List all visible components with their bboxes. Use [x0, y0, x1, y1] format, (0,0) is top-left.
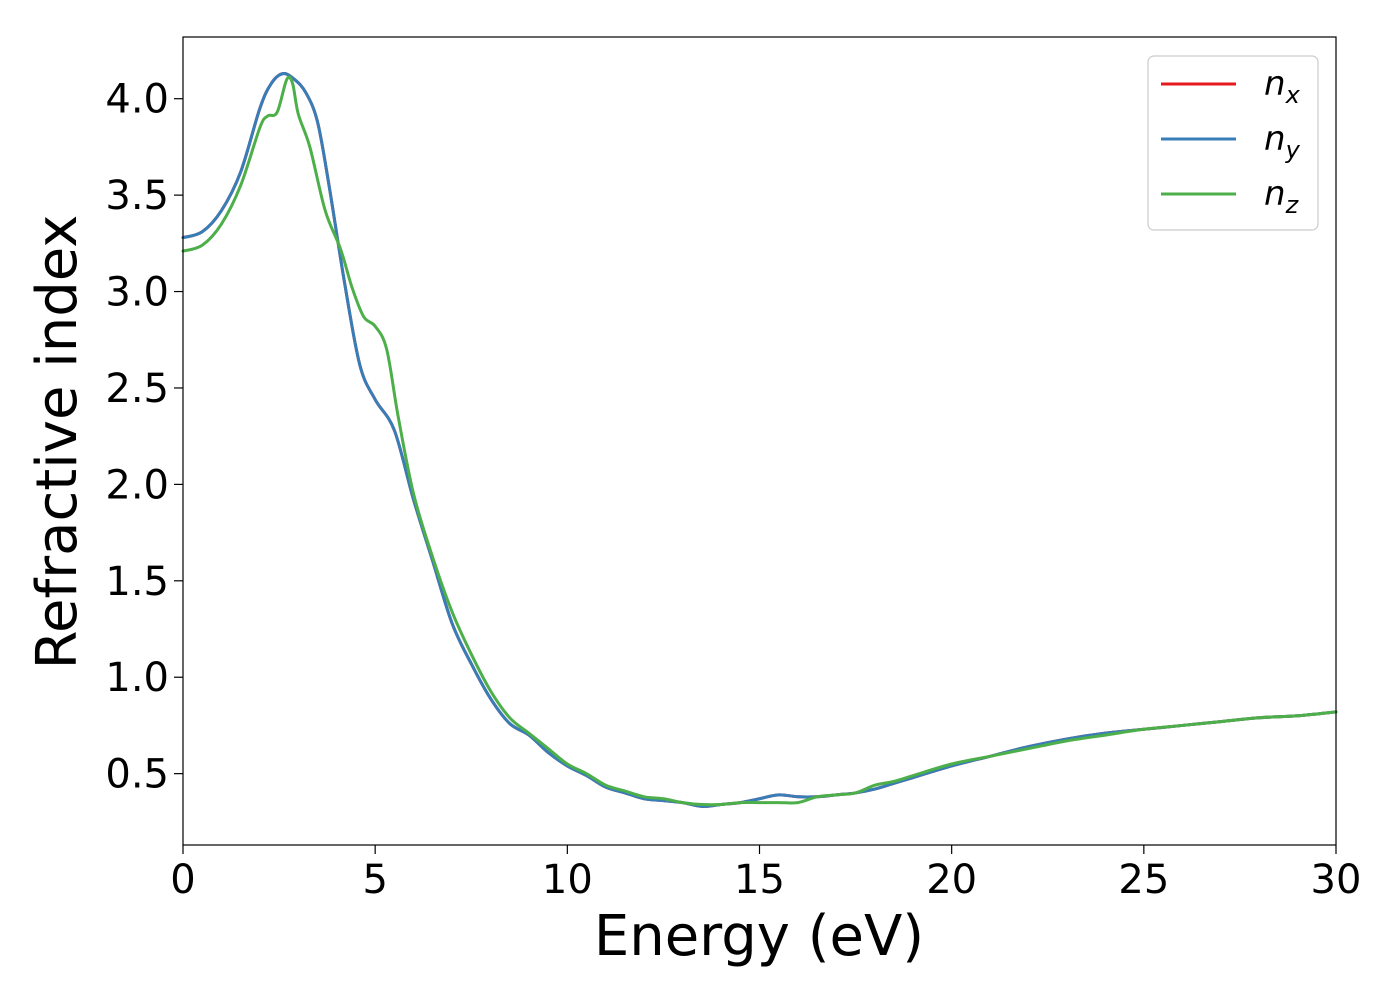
- x-tick-label: 20: [926, 857, 977, 903]
- y-tick-label: 1.0: [105, 655, 169, 701]
- x-tick-label: 10: [542, 857, 593, 903]
- x-tick-label: 30: [1311, 857, 1362, 903]
- axes: 0 5 10 15 20 25 30 0.5 1.0 1.5 2.0 2.5 3.0 3.5 4.0: [105, 77, 1361, 903]
- legend-box: [1147, 55, 1319, 231]
- legend-label-x: nx: [1264, 64, 1301, 109]
- x-tick-label: 25: [1118, 857, 1169, 903]
- legend: nx ny nz: [1147, 55, 1319, 231]
- series-group: [181, 72, 1338, 808]
- plot-frame: [182, 36, 1337, 846]
- x-axis-title: Energy (eV): [594, 904, 924, 969]
- y-axis-title: Refractive index: [25, 215, 90, 670]
- y-tick-label: 4.0: [105, 77, 169, 123]
- legend-label-y: ny: [1264, 119, 1301, 164]
- y-tick-label: 3.0: [105, 270, 169, 316]
- legend-label-z: nz: [1264, 174, 1300, 219]
- x-tick-label: 5: [362, 857, 387, 903]
- y-tick-label: 1.5: [105, 559, 169, 605]
- series-line-z: [181, 75, 1338, 807]
- x-tick-label: 0: [170, 857, 195, 903]
- x-tick-label: 15: [734, 857, 785, 903]
- y-tick-label: 2.0: [105, 462, 169, 508]
- y-tick-label: 0.5: [105, 752, 169, 798]
- y-tick-label: 3.5: [105, 173, 169, 219]
- y-tick-label: 2.5: [105, 366, 169, 412]
